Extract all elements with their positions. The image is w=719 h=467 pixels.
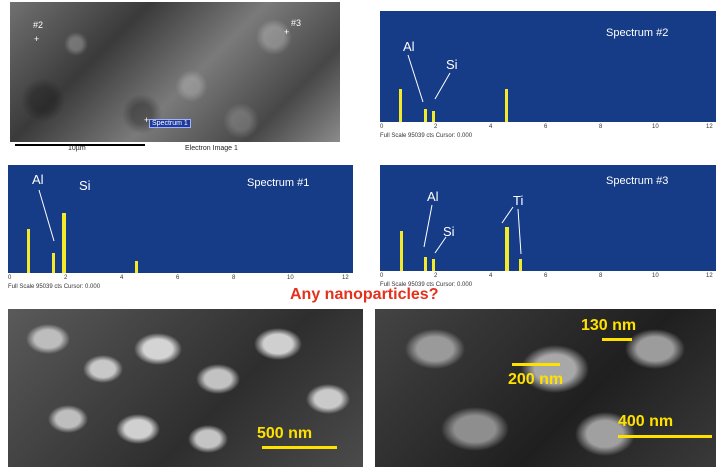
footer-label: Electron Image 1: [185, 145, 238, 152]
sem-right-scale-bar-400: [618, 435, 712, 438]
spectrum-1-fullscale: Full Scale 95039 cts Cursor: 0.000: [8, 284, 101, 290]
spectrum-1-panel: Spectrum #1 Al Si 0 2 4 6 8 10 12 Full S…: [8, 165, 353, 295]
spectrum-1-axis: 0 2 4 6 8 10 12 Full Scale 95039 cts Cur…: [8, 273, 353, 295]
crosshair-2: +: [34, 34, 40, 44]
sem-left-scale-bar: [262, 446, 337, 449]
sem-left-image: 500 nm: [8, 309, 363, 467]
spectrum-1-title: Spectrum #1: [247, 177, 310, 189]
peak: [424, 109, 427, 122]
spectrum-2-title: Spectrum #2: [606, 27, 669, 39]
spectrum-3-si: Si: [443, 224, 455, 239]
peak: [432, 111, 435, 122]
peak: [400, 231, 403, 271]
sem-right-scale-130: 130 nm: [581, 317, 637, 334]
crosshair-1: +: [144, 115, 150, 125]
spectrum-2-panel: Spectrum #2 Al Si 0 2 4 6 8 10 12 Full S…: [380, 11, 716, 144]
peak: [519, 259, 522, 271]
sem-right-scale-bar-200: [512, 363, 560, 366]
spectrum-1-label: Spectrum 1: [149, 119, 191, 128]
peak: [505, 227, 509, 271]
spectrum-3-axis: 0 2 4 6 8 10 12 Full Scale 95039 cts Cur…: [380, 271, 716, 293]
sem-right-scale-400: 400 nm: [618, 413, 674, 430]
scale-label: 10µm: [68, 145, 86, 152]
sem-right-scale-200: 200 nm: [508, 371, 564, 388]
peak: [52, 253, 55, 273]
spectrum-1-arrows: [38, 189, 55, 242]
crosshair-3: +: [284, 27, 290, 37]
spectrum-2-arrows: [407, 54, 451, 103]
spectrum-3-fullscale: Full Scale 95039 cts Cursor: 0.000: [380, 282, 473, 288]
spectrum-3-arrows: [423, 204, 522, 255]
peak: [62, 213, 66, 273]
spectrum-3-al: Al: [427, 189, 439, 204]
spectrum-1-al: Al: [32, 172, 44, 187]
scale-bar: [15, 144, 145, 146]
nanoparticles-heading: Any nanoparticles?: [290, 286, 439, 303]
spectrum-2-al: Al: [403, 39, 415, 54]
peak: [135, 261, 138, 273]
peak: [424, 257, 427, 271]
sem-left-scale-label: 500 nm: [257, 425, 313, 442]
spectrum-2-si: Si: [446, 57, 458, 72]
peak: [27, 229, 30, 273]
spectrum-1-si: Si: [79, 178, 91, 193]
peak: [432, 259, 435, 271]
sem-overview-image: #2 + #3 + + Spectrum 1 10µm Electron Ima…: [10, 2, 340, 153]
peak: [505, 89, 508, 122]
spectrum-3-ti: Ti: [513, 193, 524, 208]
sem-right-image: 130 nm 200 nm 400 nm: [375, 309, 716, 467]
spectrum-2-axis: 0 2 4 6 8 10 12 Full Scale 95039 cts Cur…: [380, 122, 716, 144]
peak: [399, 89, 402, 122]
sem-overview-footer: 10µm Electron Image 1: [10, 142, 340, 153]
spectrum-3-title: Spectrum #3: [606, 175, 669, 187]
spectrum-2-fullscale: Full Scale 95039 cts Cursor: 0.000: [380, 133, 473, 139]
sem-right-scale-bar-130: [602, 338, 632, 341]
spectrum-3-panel: Spectrum #3 Al Si Ti 0 2 4 6 8 10 12 Ful…: [380, 165, 716, 293]
marker-2: #2: [33, 20, 44, 30]
marker-3: #3: [291, 18, 302, 28]
